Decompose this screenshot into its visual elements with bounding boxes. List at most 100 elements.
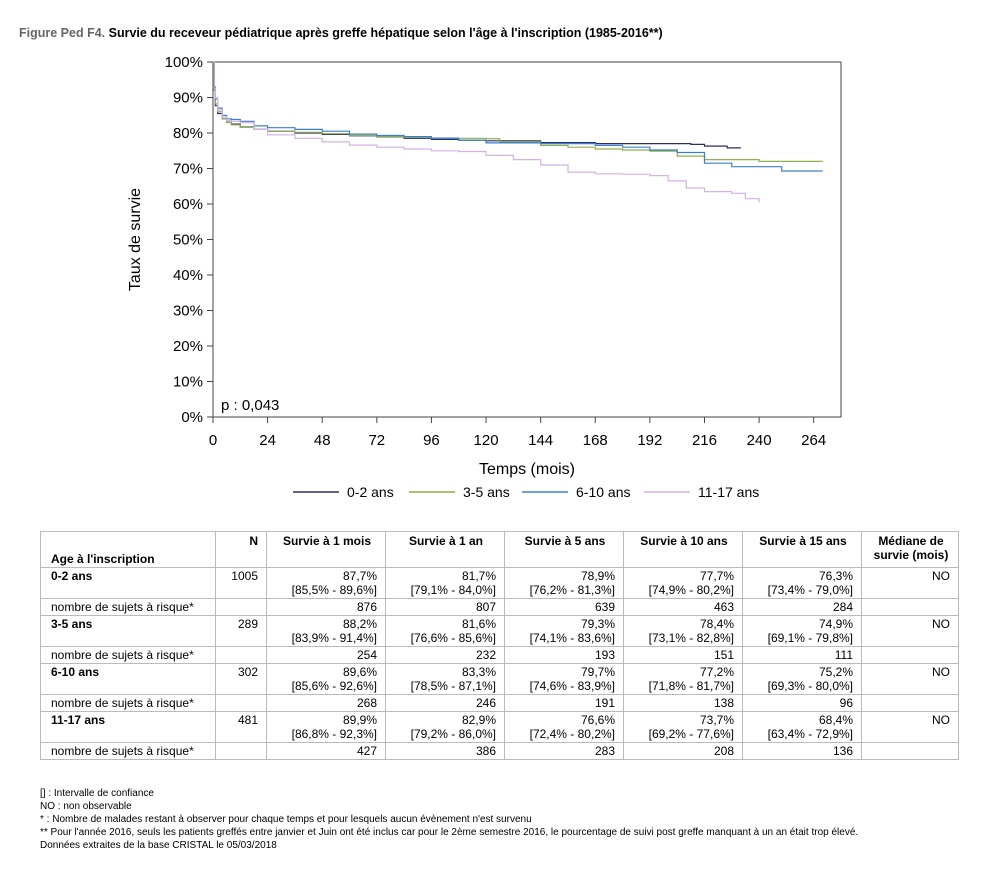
at-risk-count: 232	[385, 646, 505, 664]
at-risk-count: 111	[742, 646, 862, 664]
y-tick-label: 30%	[173, 303, 203, 320]
table-row-group: 6-10 ans 302 89,6% [85,6% - 92,6%] 83,3% [78,…	[40, 663, 959, 695]
at-risk-count: 138	[623, 694, 743, 712]
at-risk-count: 193	[504, 646, 624, 664]
confidence-interval: [76,2% - 81,3%]	[529, 583, 615, 597]
median-survival: NO	[861, 663, 959, 695]
group-label: 3-5 ans	[40, 615, 216, 647]
empty-cell	[215, 742, 267, 760]
empty-cell	[215, 646, 267, 664]
x-tick-label: 192	[637, 432, 662, 449]
table-row-group: 3-5 ans 289 88,2% [83,9% - 91,4%] 81,6% [76,6…	[40, 615, 959, 647]
survival-value: 76,6%	[580, 713, 615, 727]
at-risk-count: 136	[742, 742, 862, 760]
x-tick-label: 24	[259, 432, 276, 449]
survival-cell: 87,7% [85,5% - 89,6%]	[266, 567, 386, 599]
table-row-risk: nombre de sujets à risque* 876 807 639 463 28…	[40, 598, 959, 616]
col-header-n: N	[215, 531, 267, 568]
empty-cell	[215, 598, 267, 616]
x-tick-label: 264	[801, 432, 826, 449]
survival-value: 73,7%	[699, 713, 734, 727]
col-header-5-years: Survie à 5 ans	[504, 531, 624, 568]
x-tick-label: 72	[368, 432, 385, 449]
footnote: Données extraites de la base CRISTAL le …	[40, 840, 277, 851]
survival-cell: 76,6% [72,4% - 80,2%]	[504, 711, 624, 743]
series-line	[213, 61, 760, 203]
survival-value: 74,9%	[818, 617, 853, 631]
group-label: 6-10 ans	[40, 663, 216, 695]
group-n: 302	[215, 663, 267, 695]
survival-value: 81,6%	[461, 617, 496, 631]
group-n: 289	[215, 615, 267, 647]
survival-cell: 83,3% [78,5% - 87,1%]	[385, 663, 505, 695]
survival-value: 88,2%	[342, 617, 377, 631]
confidence-interval: [79,1% - 84,0%]	[410, 583, 496, 597]
survival-value: 76,3%	[818, 569, 853, 583]
col-header-median: Médiane de survie (mois)	[861, 531, 959, 568]
legend-label: 3-5 ans	[463, 484, 510, 500]
y-tick-label: 90%	[173, 90, 203, 107]
median-survival: NO	[861, 615, 959, 647]
y-tick-label: 20%	[173, 338, 203, 355]
x-tick-label: 120	[474, 432, 499, 449]
confidence-interval: [85,5% - 89,6%]	[291, 583, 377, 597]
confidence-interval: [74,6% - 83,9%]	[529, 679, 615, 693]
confidence-interval: [71,8% - 81,7%]	[648, 679, 734, 693]
empty-cell	[215, 694, 267, 712]
table-row-risk: nombre de sujets à risque* 427 386 283 208 13…	[40, 742, 959, 760]
y-tick-label: 70%	[173, 161, 203, 178]
at-risk-count: 284	[742, 598, 862, 616]
survival-cell: 78,9% [76,2% - 81,3%]	[504, 567, 624, 599]
confidence-interval: [76,6% - 85,6%]	[410, 631, 496, 645]
at-risk-count: 268	[266, 694, 386, 712]
median-survival: NO	[861, 567, 959, 599]
y-tick-label: 80%	[173, 125, 203, 142]
survival-cell: 89,6% [85,6% - 92,6%]	[266, 663, 386, 695]
survival-chart: 0% 10% 20% 30% 40% 50% 60% 70% 80% 90% 100% 0 24 48 72…	[127, 54, 842, 500]
figure-title-text: Survie du receveur pédiatrique après gre…	[108, 26, 663, 40]
survival-value: 89,6%	[342, 665, 377, 679]
survival-value: 77,2%	[699, 665, 734, 679]
y-tick-label: 100%	[165, 54, 203, 71]
survival-cell: 81,7% [79,1% - 84,0%]	[385, 567, 505, 599]
footnote: NO : non observable	[40, 801, 132, 812]
survival-cell: 74,9% [69,1% - 79,8%]	[742, 615, 862, 647]
survival-cell: 76,3% [73,4% - 79,0%]	[742, 567, 862, 599]
figure-title: Figure Ped F4. Survie du receveur pédiat…	[19, 26, 663, 40]
table-row-group: 11-17 ans 481 89,9% [86,8% - 92,3%] 82,9% [79…	[40, 711, 959, 743]
confidence-interval: [78,5% - 87,1%]	[410, 679, 496, 693]
survival-value: 81,7%	[461, 569, 496, 583]
risk-label: nombre de sujets à risque*	[40, 742, 216, 760]
group-n: 1005	[215, 567, 267, 599]
y-tick-label: 50%	[173, 232, 203, 249]
x-tick-label: 216	[692, 432, 717, 449]
survival-value: 77,7%	[699, 569, 734, 583]
col-header-1-year: Survie à 1 an	[385, 531, 505, 568]
survival-cell: 89,9% [86,8% - 92,3%]	[266, 711, 386, 743]
col-header-1-month: Survie à 1 mois	[266, 531, 386, 568]
group-n: 481	[215, 711, 267, 743]
survival-cell: 82,9% [79,2% - 86,0%]	[385, 711, 505, 743]
x-tick-label: 96	[423, 432, 440, 449]
y-axis-label: Taux de survie	[127, 188, 144, 291]
survival-value: 68,4%	[818, 713, 853, 727]
confidence-interval: [79,2% - 86,0%]	[410, 727, 496, 741]
median-survival: NO	[861, 711, 959, 743]
footnotes: [] : Intervalle de confiance NO : non ob…	[40, 787, 858, 852]
survival-cell: 79,7% [74,6% - 83,9%]	[504, 663, 624, 695]
x-tick-label: 48	[314, 432, 331, 449]
plot-frame	[212, 61, 842, 418]
empty-cell	[861, 694, 959, 712]
survival-cell: 78,4% [73,1% - 82,8%]	[623, 615, 743, 647]
series-line	[213, 61, 823, 172]
figure-number: Figure Ped F4.	[19, 26, 109, 40]
col-header-age: Age à l'inscription	[40, 531, 216, 568]
x-tick-label: 144	[528, 432, 553, 449]
at-risk-count: 151	[623, 646, 743, 664]
legend-label: 0-2 ans	[347, 484, 394, 500]
at-risk-count: 283	[504, 742, 624, 760]
at-risk-count: 639	[504, 598, 624, 616]
x-tick-label: 0	[209, 432, 217, 449]
confidence-interval: [85,6% - 92,6%]	[291, 679, 377, 693]
footnote: * : Nombre de malades restant à observer…	[40, 814, 532, 825]
